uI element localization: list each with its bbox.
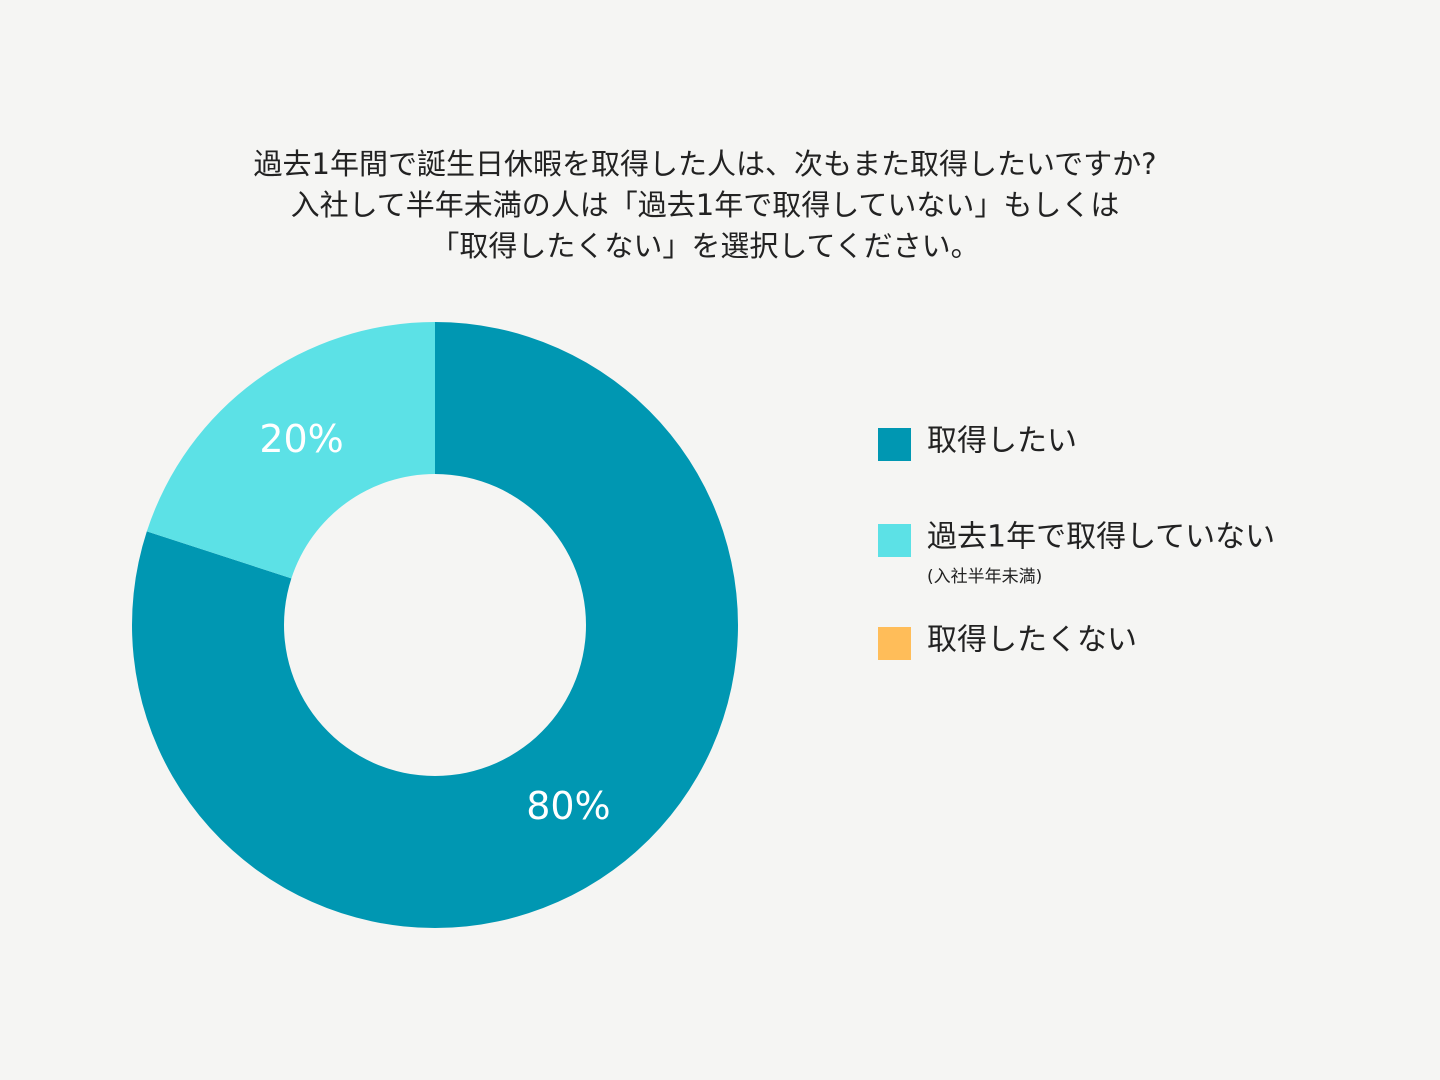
- legend-label: 過去1年で取得していない: [927, 520, 1275, 555]
- slice: [146, 322, 435, 579]
- legend-swatch: [878, 627, 911, 660]
- chart-title: 過去1年間で誕生日休暇を取得した人は、次もまた取得したいですか?: [254, 147, 1157, 181]
- data-label: 80%: [526, 784, 610, 828]
- legend-note: (入社半年未満): [927, 567, 1042, 587]
- legend-swatch: [878, 428, 911, 461]
- chart-title: 入社して半年未満の人は「過去1年で取得していない」もしくは: [291, 188, 1120, 222]
- data-label: 20%: [259, 417, 343, 461]
- legend-label: 取得したい: [927, 424, 1077, 459]
- legend-swatch: [878, 524, 911, 557]
- slice: [132, 322, 738, 929]
- chart-title: 「取得したくない」を選択してください。: [430, 229, 979, 263]
- legend-label: 取得したくない: [927, 623, 1137, 658]
